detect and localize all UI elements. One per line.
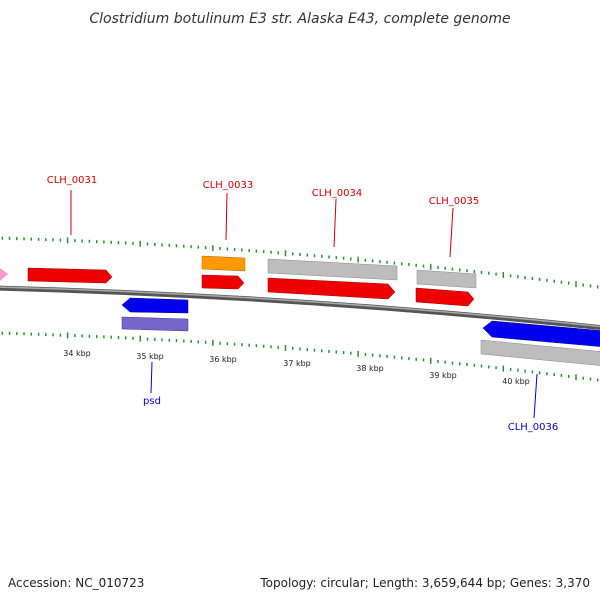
feature-clh-0031[interactable] <box>27 267 113 284</box>
genome-backbone <box>0 285 600 330</box>
scale-label-38kbp: 38 kbp <box>356 364 384 373</box>
feature-psd-cds[interactable] <box>121 316 189 332</box>
leader-line-clh-0035 <box>449 207 454 258</box>
feature-orange-block[interactable] <box>201 255 246 272</box>
feature-clh-0036[interactable] <box>482 320 600 347</box>
tick-track <box>1 236 599 382</box>
feature-clh-0035-gray[interactable] <box>416 269 477 289</box>
gene-label-clh-0036[interactable]: CLH_0036 <box>508 422 559 433</box>
feature-clh-0036-gray[interactable] <box>480 339 600 366</box>
gene-label-clh-0034[interactable]: CLH_0034 <box>312 188 363 199</box>
feature-clh-0033[interactable] <box>201 274 245 290</box>
feature-clh-0035[interactable] <box>415 287 475 307</box>
feature-psd[interactable] <box>121 297 189 314</box>
scale-label-39kbp: 39 kbp <box>429 371 457 380</box>
scale-label-36kbp: 36 kbp <box>209 355 237 364</box>
footer-summary: Topology: circular; Length: 3,659,644 bp… <box>260 576 590 590</box>
leader-line-clh-0033 <box>225 192 228 241</box>
feature-clh-0034-gray[interactable] <box>267 258 398 281</box>
scale-label-35kbp: 35 kbp <box>136 352 164 361</box>
feature-clh-0034[interactable] <box>267 277 396 300</box>
footer-accession: Accession: NC_010723 <box>8 576 145 590</box>
genome-backbone-highlight <box>0 286 600 328</box>
feature-pink-partial[interactable] <box>0 268 8 281</box>
gene-label-clh-0033[interactable]: CLH_0033 <box>203 180 254 191</box>
leader-line-clh-0034 <box>333 198 337 248</box>
scale-label-40kbp: 40 kbp <box>502 377 530 386</box>
gene-label-clh-0035[interactable]: CLH_0035 <box>429 196 480 207</box>
gene-label-clh-0031[interactable]: CLH_0031 <box>47 175 98 186</box>
gene-label-psd[interactable]: psd <box>143 396 161 407</box>
map-title: Clostridium botulinum E3 str. Alaska E43… <box>89 11 510 27</box>
scale-label-34kbp: 34 kbp <box>63 349 91 358</box>
leader-line-psd <box>150 361 153 394</box>
leader-line-clh-0036 <box>533 373 538 419</box>
scale-label-37kbp: 37 kbp <box>283 359 311 368</box>
